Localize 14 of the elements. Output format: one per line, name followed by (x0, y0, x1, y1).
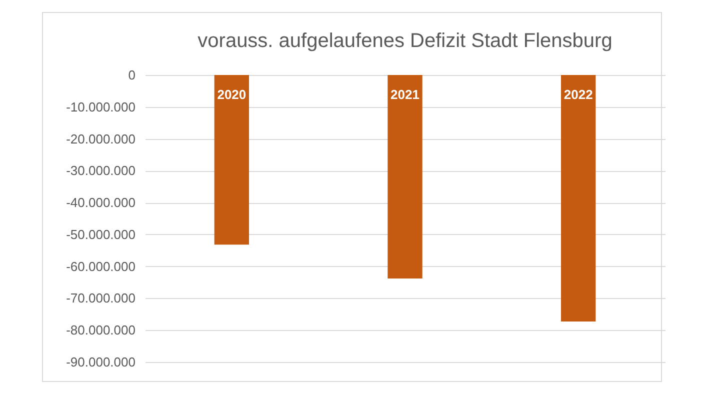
x-tick-label: 2020 (217, 87, 246, 102)
y-tick-label: -60.000.000 (66, 258, 136, 274)
y-tick-label: -40.000.000 (66, 195, 136, 210)
x-tick-label: 2022 (564, 87, 593, 102)
y-tick-label: -70.000.000 (66, 290, 136, 306)
y-tick-label: -80.000.000 (66, 322, 136, 338)
y-tick-label: -50.000.000 (66, 226, 136, 242)
x-tick-label: 2021 (390, 87, 420, 102)
y-tick-label: -90.000.000 (66, 354, 136, 370)
y-tick-label: -20.000.000 (66, 131, 136, 146)
chart-title: vorauss. aufgelaufenes Defizit Stadt Flensburg (198, 30, 612, 52)
y-tick-label: -10.000.000 (66, 99, 136, 114)
y-tick-label: 0 (128, 68, 136, 82)
y-tick-label: -30.000.000 (66, 163, 136, 178)
